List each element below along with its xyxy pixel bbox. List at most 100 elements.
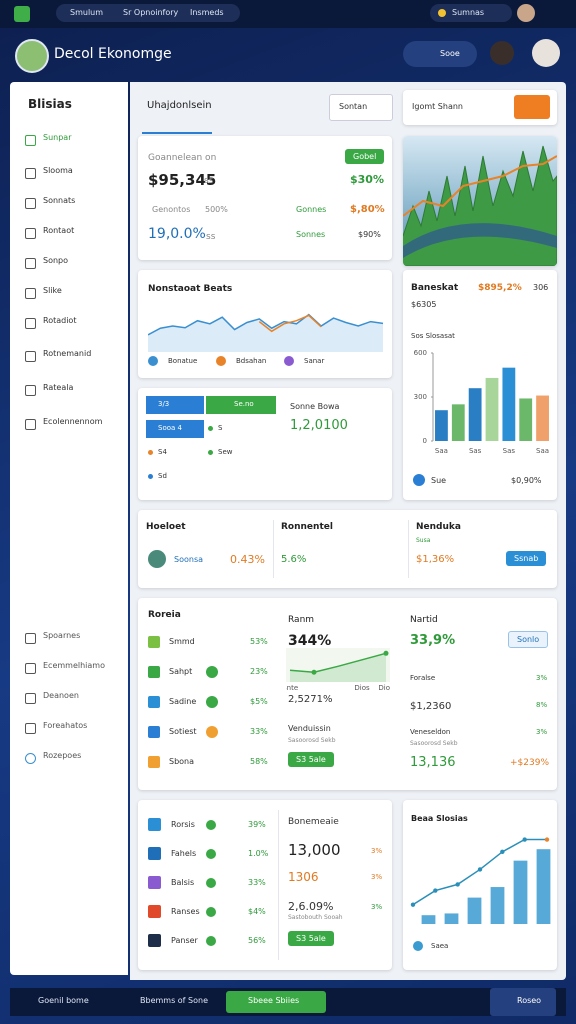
- summary-badge: Gobel: [345, 149, 385, 164]
- image-card: [403, 136, 557, 266]
- right-total: 13,136: [410, 755, 456, 770]
- sidebar-item[interactable]: Rotadiot: [43, 316, 77, 325]
- legend-swatch: [284, 356, 294, 366]
- kpi-label: Soonsa: [174, 555, 204, 564]
- list-icon: [148, 876, 161, 889]
- list-value: 33%: [248, 878, 266, 887]
- list-icon: [148, 818, 161, 831]
- legend-label: Bdsahan: [236, 357, 267, 365]
- header-title: Decol Ekonomge: [54, 46, 172, 62]
- bar: [502, 367, 516, 441]
- table-cell: Sooa 4: [158, 424, 182, 432]
- summary-value: $95,345: [148, 171, 217, 189]
- sidebar-item[interactable]: Spoarnes: [43, 631, 81, 640]
- chart: 0 300 600 Saa Sas Sas Saa: [414, 349, 549, 455]
- status-dot: [438, 9, 446, 17]
- list-value: 39%: [248, 820, 266, 829]
- middle-button[interactable]: S3 5ale: [288, 752, 334, 767]
- kpi-title: Hoeloet: [146, 522, 186, 532]
- row-dot: [208, 450, 213, 455]
- sidebar-icon: [25, 135, 36, 146]
- summary-card: Goannelean on Gobel $95,345 ss $30% Geno…: [138, 136, 392, 260]
- bar-subtitle: $6305: [411, 300, 437, 309]
- search-pill[interactable]: [56, 4, 240, 22]
- kpi-divider: [273, 520, 274, 578]
- sidebar-item[interactable]: Sunpar: [43, 133, 72, 142]
- dropdown[interactable]: [329, 94, 393, 121]
- point: [544, 837, 550, 842]
- list-value: $5%: [250, 697, 268, 706]
- sidebar-item[interactable]: Slooma: [43, 166, 73, 175]
- kpi-value: 5.6%: [281, 554, 307, 565]
- footer-button[interactable]: [226, 991, 326, 1013]
- summary-value2: 19,0.0%: [148, 226, 206, 242]
- right-row-value: 3%: [536, 674, 548, 682]
- sidebar-item[interactable]: Deanoen: [43, 691, 79, 700]
- sidebar-item[interactable]: Rateala: [43, 383, 74, 392]
- legend-label: Bonatue: [168, 357, 198, 365]
- point: [433, 888, 438, 893]
- point: [383, 650, 389, 656]
- bar-value: $895,2%: [478, 283, 522, 293]
- legend-icon: [413, 474, 425, 486]
- big-card: Roreia Ranm 344% 2,5271% Venduissin Saso…: [138, 598, 557, 790]
- top-search-2: Sr Opnoinfory: [123, 8, 179, 17]
- bar: [536, 849, 551, 924]
- search-button[interactable]: [514, 95, 550, 119]
- combo-title: Beaa Slosias: [411, 814, 468, 823]
- header-button[interactable]: [403, 41, 477, 67]
- footer-right-button[interactable]: [490, 988, 556, 1016]
- sidebar-item[interactable]: Ecolennennom: [43, 417, 103, 426]
- line-card: Nonstaoat Beats Bonatue Bdsahan Sanar: [138, 270, 392, 378]
- bottom-mid-value3: 2,6.09%: [288, 900, 334, 913]
- divider: [278, 810, 279, 960]
- right-title: Nartid: [410, 615, 438, 625]
- legend-swatch: [216, 356, 226, 366]
- x-tick-label: Dios: [354, 684, 370, 692]
- list-value: 56%: [248, 936, 266, 945]
- summary-row3-label: Sonnes: [296, 230, 326, 239]
- row-dot: [148, 450, 153, 455]
- combo-card: Beaa Slosias Saea: [403, 800, 557, 970]
- right-change: +$239%: [510, 758, 549, 768]
- image-line: [403, 155, 557, 217]
- row-dot: [208, 426, 213, 431]
- bar: [468, 388, 482, 441]
- kpi-title: Ronnentel: [281, 522, 333, 532]
- list-name: Fahels: [171, 849, 197, 858]
- sidebar-icon: [25, 228, 36, 239]
- sidebar-item[interactable]: Foreahatos: [43, 721, 88, 730]
- table-cell: S4: [158, 448, 167, 456]
- list-dot: [206, 666, 218, 678]
- list-name: Sadine: [169, 697, 197, 706]
- bar-card: Baneskat $895,2% 306 $6305 Sos Slosasat …: [403, 270, 557, 500]
- bottom-mid-button[interactable]: S3 5ale: [288, 931, 334, 946]
- list-icon: [148, 905, 161, 918]
- sidebar-item[interactable]: Slike: [43, 286, 62, 295]
- middle-sub: 2,5271%: [288, 694, 333, 705]
- right-note: Sasoorosd Sekb: [410, 740, 458, 747]
- sidebar-item[interactable]: Rozepoes: [43, 751, 82, 760]
- list-dot: [206, 907, 216, 917]
- bar: [536, 395, 549, 441]
- sidebar-item[interactable]: Rotnemanid: [43, 349, 92, 358]
- right-button[interactable]: Sonlo: [508, 631, 549, 648]
- sidebar-icon: [25, 351, 36, 362]
- point: [477, 867, 483, 872]
- header-button-label: Sooe: [440, 49, 460, 58]
- dropdown-label: Sontan: [339, 102, 368, 111]
- sidebar-item[interactable]: Sonpo: [43, 256, 69, 265]
- x-tick-label: Saa: [536, 447, 549, 455]
- sidebar-item[interactable]: Ecemmelhiamo: [43, 661, 105, 670]
- sidebar-item[interactable]: Rontaot: [43, 226, 75, 235]
- kpi-button[interactable]: Ssnab: [506, 551, 547, 566]
- legend-label: Saea: [431, 942, 449, 950]
- user-pill[interactable]: [430, 4, 512, 22]
- list-value: 53%: [250, 637, 268, 646]
- point: [311, 669, 317, 675]
- list-value: 33%: [250, 727, 268, 736]
- bar-legend-value: $0,90%: [511, 476, 542, 485]
- sidebar-item[interactable]: Sonnats: [43, 196, 76, 205]
- list-icon: [148, 934, 161, 947]
- summary-unit: ss: [204, 176, 214, 186]
